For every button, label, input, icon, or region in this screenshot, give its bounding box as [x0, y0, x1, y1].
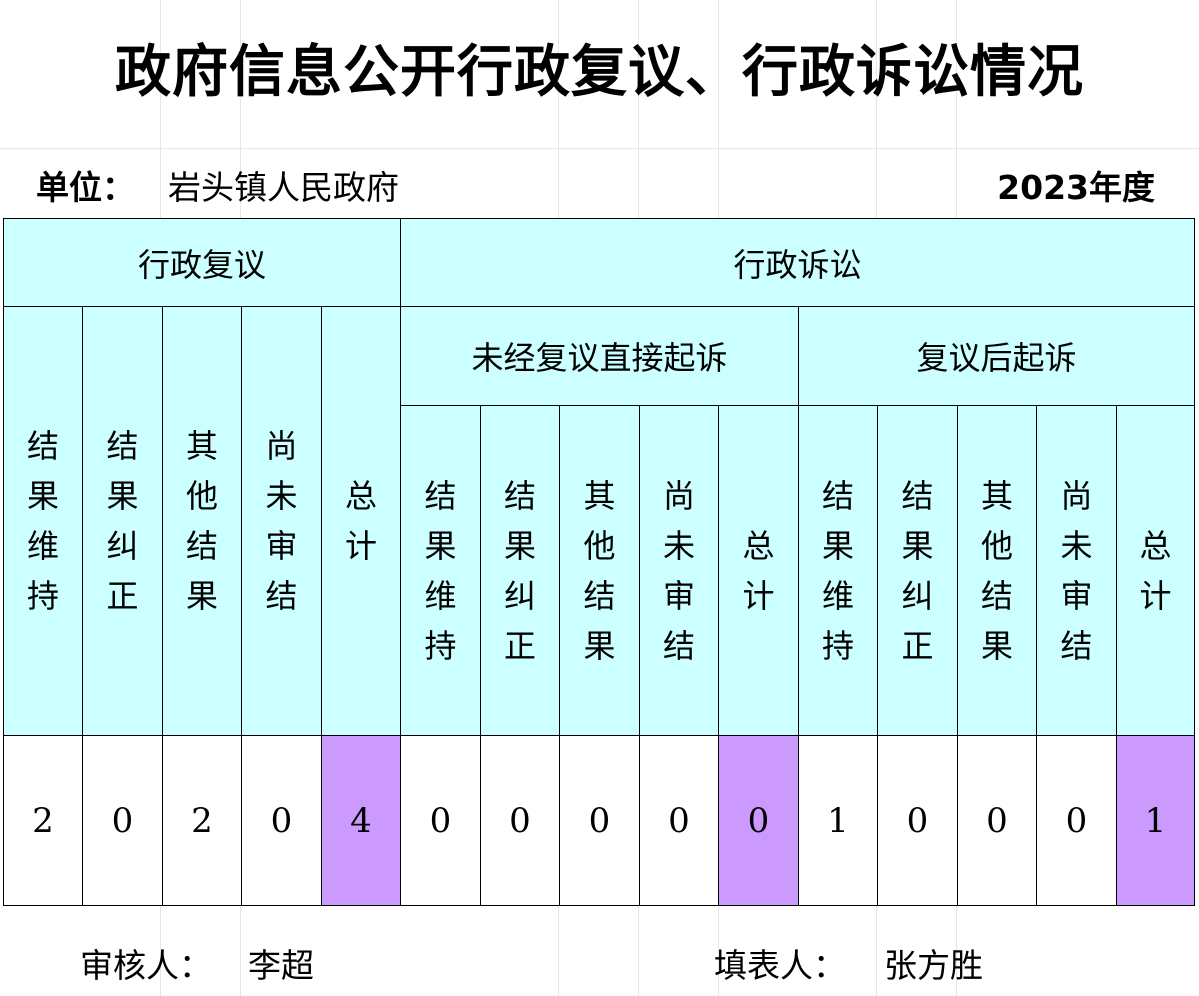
- report-table: 行政复议 行政诉讼 结果维持 结果纠正 其他结果 尚未审结 总计 未经复议直接起…: [3, 218, 1195, 906]
- report-year: 2023年度: [997, 168, 1155, 207]
- col-after-correct: 结果纠正: [877, 405, 958, 736]
- col-after-maintain: 结果维持: [798, 405, 878, 736]
- reviewer-label: 审核人：: [80, 946, 212, 985]
- value-after-total: 1: [1116, 735, 1195, 906]
- value-review-total: 4: [321, 735, 401, 906]
- value-direct-correct: 0: [480, 735, 560, 906]
- col-after-other: 其他结果: [957, 405, 1037, 736]
- col-review-correct: 结果纠正: [82, 306, 163, 736]
- filler-name: 张方胜: [884, 946, 983, 985]
- page-title: 政府信息公开行政复议、行政诉讼情况: [115, 40, 1084, 105]
- col-direct-total: 总计: [718, 405, 799, 736]
- header-review: 行政复议: [3, 218, 401, 307]
- value-direct-other: 0: [559, 735, 640, 906]
- header-direct-suit: 未经复议直接起诉: [400, 306, 799, 406]
- unit-label: 单位：: [36, 168, 135, 207]
- unit-name: 岩头镇人民政府: [168, 168, 399, 207]
- value-review-correct: 0: [82, 735, 163, 906]
- value-review-maintain: 2: [3, 735, 83, 906]
- reviewer-name: 李超: [248, 946, 314, 985]
- col-direct-correct: 结果纠正: [480, 405, 560, 736]
- col-review-total: 总计: [321, 306, 401, 736]
- value-after-other: 0: [957, 735, 1037, 906]
- col-review-maintain: 结果维持: [3, 306, 83, 736]
- col-direct-other: 其他结果: [559, 405, 640, 736]
- value-direct-pending: 0: [639, 735, 719, 906]
- value-review-other: 2: [162, 735, 242, 906]
- value-after-correct: 0: [877, 735, 958, 906]
- col-review-other: 其他结果: [162, 306, 242, 736]
- value-direct-maintain: 0: [400, 735, 481, 906]
- value-after-maintain: 1: [798, 735, 878, 906]
- col-direct-pending: 尚未审结: [639, 405, 719, 736]
- value-direct-total: 0: [718, 735, 799, 906]
- gridline: [0, 148, 1199, 149]
- col-review-pending: 尚未审结: [241, 306, 322, 736]
- header-litigation: 行政诉讼: [400, 218, 1195, 307]
- col-after-pending: 尚未审结: [1036, 405, 1117, 736]
- col-direct-maintain: 结果维持: [400, 405, 481, 736]
- value-after-pending: 0: [1036, 735, 1117, 906]
- value-review-pending: 0: [241, 735, 322, 906]
- col-after-total: 总计: [1116, 405, 1195, 736]
- header-suit-after-review: 复议后起诉: [798, 306, 1195, 406]
- filler-label: 填表人：: [714, 946, 846, 985]
